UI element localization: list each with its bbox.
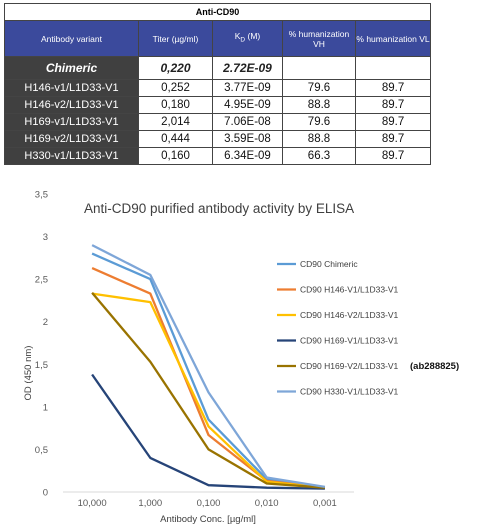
cell-kd: 2.72E-09 [212, 56, 283, 80]
cell-hum-vh: 88.8 [282, 130, 356, 148]
legend-label: CD90 H146-V2/L1D33-V1 [300, 310, 399, 320]
x-tick-labels: 10,000 1,000 0,100 0,010 0,001 [78, 498, 337, 509]
header-kd-main: K [234, 31, 241, 42]
cell-titer: 0,444 [138, 130, 213, 148]
cell-hum-vh [282, 56, 356, 80]
table-row: H146-v1/L1D33-V1 0,252 3.77E-09 79.6 89.… [4, 79, 432, 97]
table-header-row: Antibody variant Titer (µg/ml) KD (M) % … [4, 20, 432, 57]
y-tick-labels: 0 0,5 1 1,5 2 2,5 3 3,5 [35, 190, 48, 499]
y-tick-label: 0,5 [35, 445, 48, 456]
y-tick-label: 3,5 [35, 190, 48, 201]
cell-variant: Chimeric [4, 56, 139, 80]
table-title-row: Anti-CD90 [3, 3, 432, 21]
series-lines [91, 244, 326, 490]
antibody-annotation: (ab288825) [410, 361, 459, 372]
cell-titer: 0,160 [138, 147, 213, 165]
header-kd-unit: (M) [245, 31, 261, 42]
cell-kd: 7.06E-08 [212, 113, 283, 131]
y-tick-label: 1,5 [35, 360, 48, 371]
header-variant: Antibody variant [4, 20, 139, 57]
header-kd: KD (M) [212, 20, 283, 57]
cell-hum-vl: 89.7 [354, 96, 432, 114]
cell-titer: 0,252 [138, 79, 213, 97]
x-tick-label: 0,010 [255, 498, 279, 509]
elisa-line-chart: Anti-CD90 purified antibody activity by … [23, 190, 459, 526]
y-tick-label: 1 [43, 402, 48, 413]
cell-hum-vl: 89.7 [354, 113, 432, 131]
y-tick-label: 3 [43, 232, 48, 243]
x-tick-label: 0,001 [313, 498, 337, 509]
cell-hum-vl: 89.7 [354, 130, 432, 148]
cell-kd: 6.34E-09 [212, 147, 283, 165]
cell-variant: H169-v1/L1D33-V1 [4, 113, 139, 131]
x-tick-label: 10,000 [78, 498, 107, 509]
table-row: H146-v2/L1D33-V1 0,180 4.95E-09 88.8 89.… [4, 96, 432, 114]
cell-variant: H169-v2/L1D33-V1 [4, 130, 139, 148]
header-hum-vl: % humanization VL [354, 20, 432, 57]
legend-label: CD90 H146-V1/L1D33-V1 [300, 285, 399, 295]
cell-hum-vh: 79.6 [282, 113, 356, 131]
cell-variant: H330-v1/L1D33-V1 [4, 147, 139, 165]
table-row: H330-v1/L1D33-V1 0,160 6.34E-09 66.3 89.… [4, 147, 432, 165]
series-line [91, 292, 325, 489]
cell-hum-vl: 89.7 [354, 79, 432, 97]
cell-titer: 0,220 [138, 56, 213, 80]
cell-titer: 0,180 [138, 96, 213, 114]
x-tick-label: 0,100 [197, 498, 221, 509]
cell-kd: 3.77E-09 [212, 79, 283, 97]
antibody-table: Anti-CD90 Antibody variant Titer (µg/ml)… [3, 3, 432, 165]
y-tick-label: 2 [43, 317, 48, 328]
cell-titer: 2,014 [138, 113, 213, 131]
legend-label: CD90 Chimeric [300, 259, 358, 269]
cell-hum-vl [354, 56, 432, 80]
legend-label: CD90 H169-V2/L1D33-V1 [300, 361, 399, 371]
x-axis-label: Antibody Conc. [µg/ml] [160, 514, 256, 525]
table-row: H169-v2/L1D33-V1 0,444 3.59E-08 88.8 89.… [4, 130, 432, 148]
cell-hum-vh: 88.8 [282, 96, 356, 114]
legend-label: CD90 H169-V1/L1D33-V1 [300, 336, 399, 346]
series-line [91, 244, 326, 489]
y-tick-label: 2,5 [35, 275, 48, 286]
header-titer: Titer (µg/ml) [138, 20, 213, 57]
y-tick-label: 0 [43, 488, 48, 499]
series-line [91, 267, 326, 489]
cell-kd: 4.95E-09 [212, 96, 283, 114]
series-line [91, 373, 325, 490]
x-tick-label: 1,000 [138, 498, 162, 509]
table-row: H169-v1/L1D33-V1 2,014 7.06E-08 79.6 89.… [4, 113, 432, 131]
cell-hum-vh: 66.3 [282, 147, 356, 165]
legend: CD90 Chimeric CD90 H146-V1/L1D33-V1 CD90 H… [277, 259, 399, 397]
cell-hum-vh: 79.6 [282, 79, 356, 97]
cell-variant: H146-v1/L1D33-V1 [4, 79, 139, 97]
table-title: Anti-CD90 [3, 3, 432, 21]
table-row: Chimeric 0,220 2.72E-09 [4, 56, 432, 80]
legend-label: CD90 H330-V1/L1D33-V1 [300, 387, 399, 397]
cell-kd: 3.59E-08 [212, 130, 283, 148]
cell-hum-vl: 89.7 [354, 147, 432, 165]
header-hum-vh: % humanization VH [282, 20, 356, 57]
header-kd-sub: D [240, 36, 246, 44]
y-axis-label: OD (450 nm) [23, 346, 34, 401]
cell-variant: H146-v2/L1D33-V1 [4, 96, 139, 114]
chart-title: Anti-CD90 purified antibody activity by … [84, 201, 354, 216]
